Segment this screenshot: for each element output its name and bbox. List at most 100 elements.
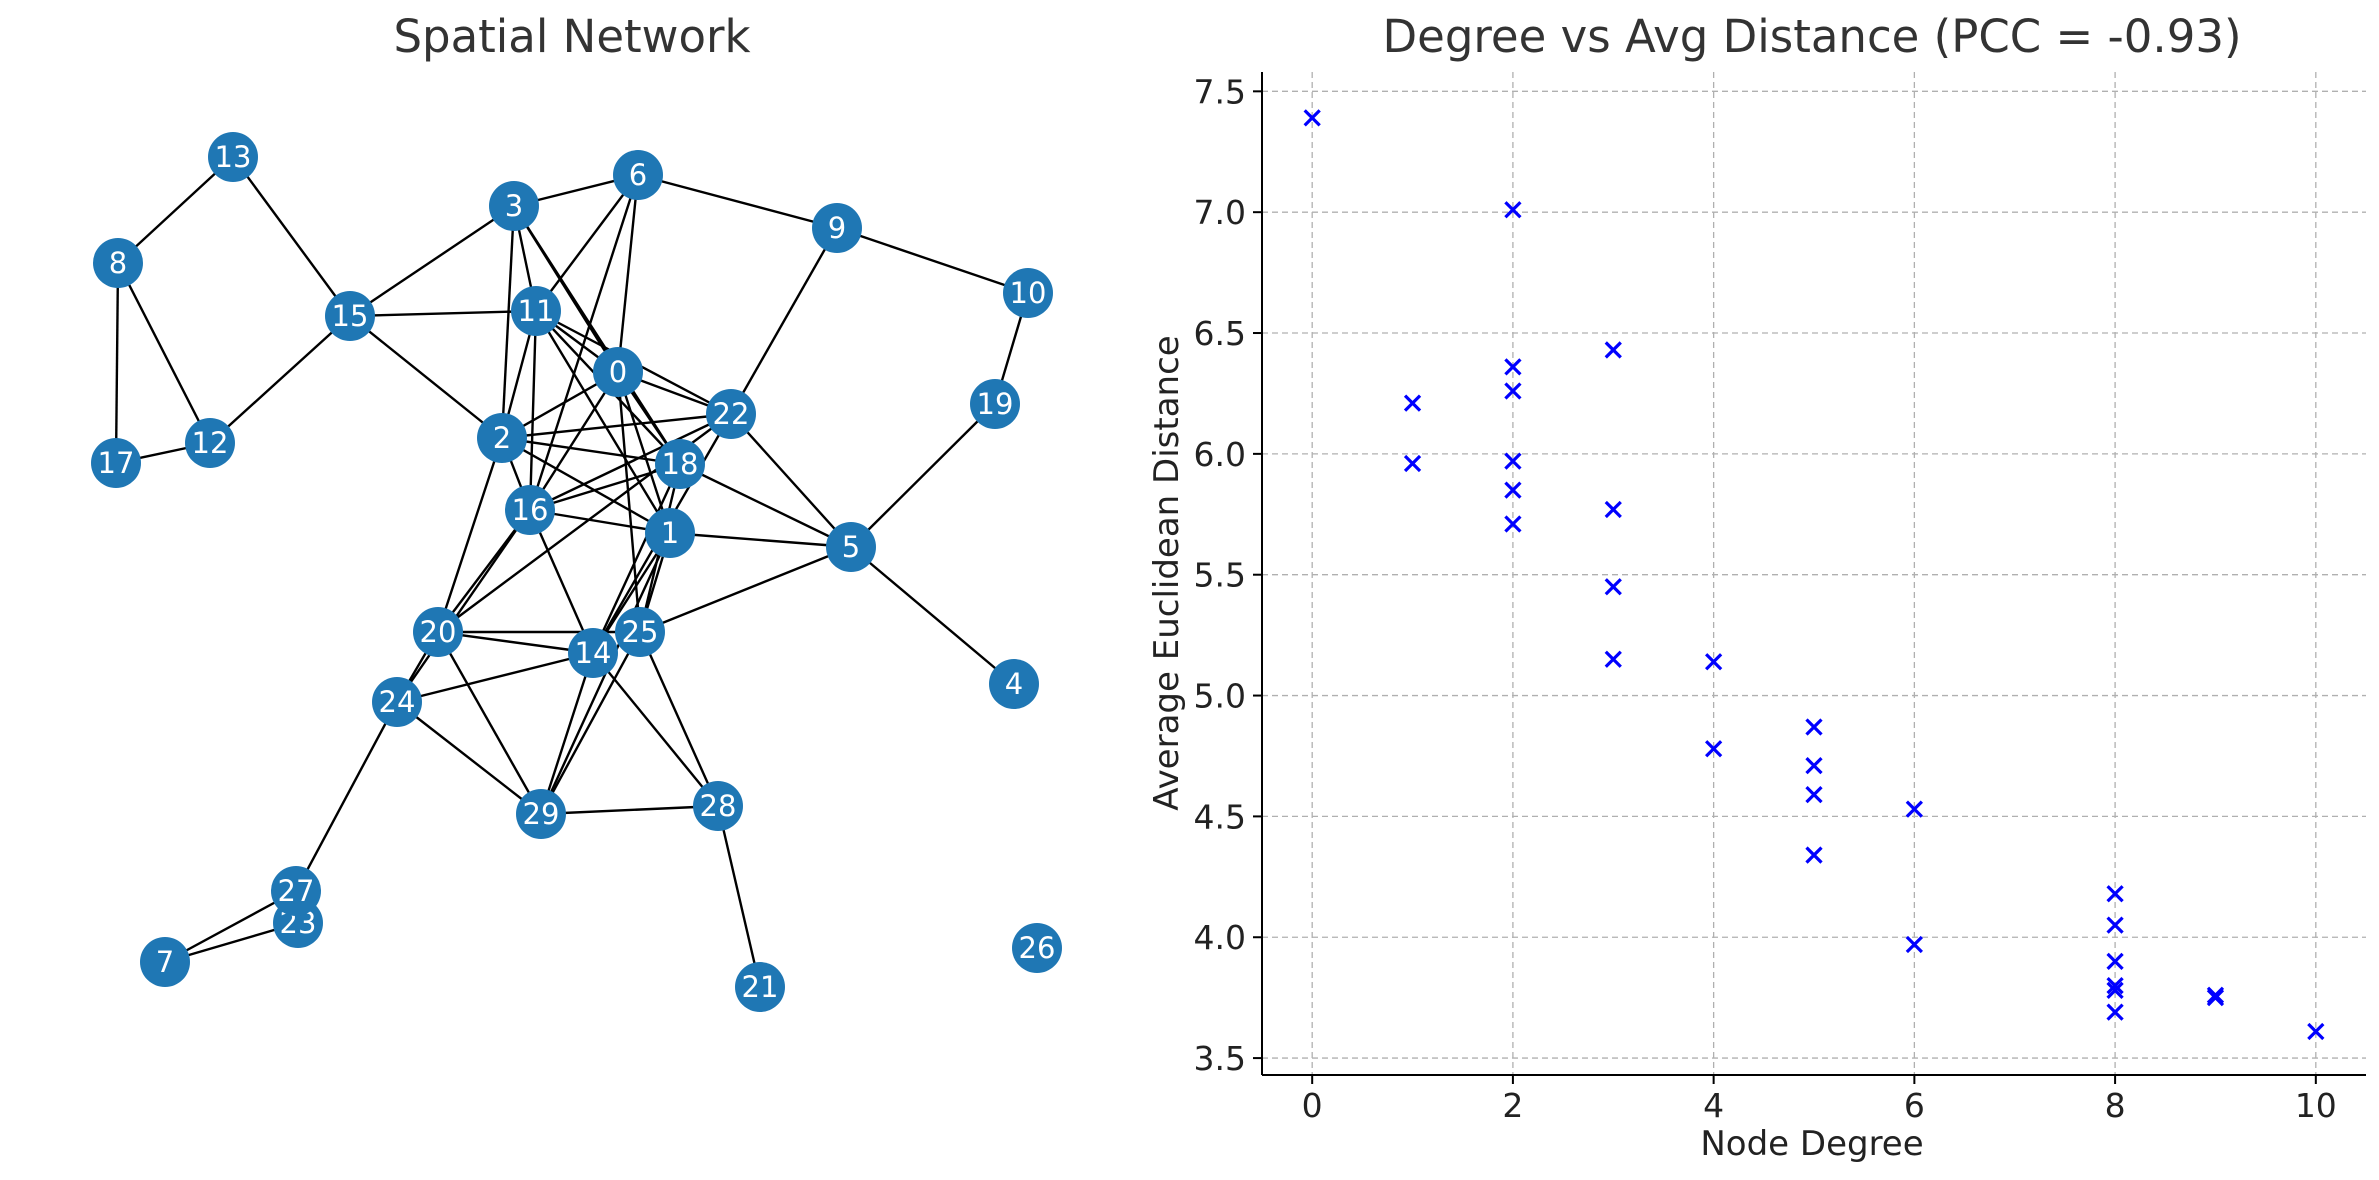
- node-label: 25: [622, 615, 659, 649]
- y-tick-label-3.5: 3.5: [1194, 1039, 1246, 1078]
- edge-6-16: [528, 174, 640, 511]
- node-label: 11: [518, 294, 555, 328]
- data-point-18: [1805, 846, 1823, 864]
- node-28: 28: [693, 781, 743, 831]
- node-label: 3: [505, 189, 523, 223]
- data-point-8: [1504, 515, 1522, 533]
- node-label: 15: [332, 299, 369, 333]
- node-label: 2: [493, 421, 511, 455]
- node-circle: [812, 203, 862, 253]
- edge-2-18: [501, 436, 681, 466]
- node-circle: [91, 438, 141, 488]
- node-label: 18: [662, 447, 699, 481]
- data-point-20: [1905, 935, 1923, 954]
- node-circle: [826, 522, 876, 572]
- data-point-28: [2206, 989, 2225, 1007]
- edge-6-9: [637, 173, 838, 230]
- node-label: 24: [379, 685, 416, 719]
- data-point-5: [1504, 382, 1522, 400]
- node-label: 9: [828, 211, 846, 245]
- network-title: Spatial Network: [393, 10, 750, 63]
- node-circle: [706, 389, 756, 439]
- y-tick-label-6.5: 6.5: [1194, 314, 1246, 353]
- data-point-22: [2106, 916, 2124, 934]
- node-circle: [413, 607, 463, 657]
- edge-22-5: [730, 413, 852, 548]
- edge-13-8: [117, 156, 234, 264]
- data-point-14: [1705, 740, 1723, 758]
- node-label: 10: [1010, 276, 1047, 310]
- edge-8-12: [116, 262, 212, 444]
- edge-16-24: [396, 509, 531, 703]
- node-label: 1: [661, 516, 679, 550]
- node-15: 15: [325, 291, 375, 341]
- data-point-27: [2206, 986, 2225, 1004]
- x-tick-label-2: 2: [1502, 1086, 1523, 1125]
- node-circle: [325, 291, 375, 341]
- node-12: 12: [185, 418, 235, 468]
- node-1: 1: [645, 508, 695, 558]
- node-0: 0: [593, 347, 643, 397]
- data-point-10: [1604, 500, 1622, 519]
- edge-20-29: [436, 631, 543, 815]
- node-label: 28: [700, 789, 737, 823]
- edge-25-28: [638, 631, 720, 807]
- edge-25-29: [539, 631, 642, 815]
- y-tick-label-5.0: 5.0: [1194, 677, 1246, 716]
- node-18: 18: [655, 439, 705, 489]
- edge-28-29: [540, 804, 719, 816]
- edge-22-16: [529, 412, 732, 512]
- node-6: 6: [613, 150, 663, 200]
- node-circle: [505, 485, 555, 535]
- node-25: 25: [615, 607, 665, 657]
- data-point-0: [1303, 109, 1321, 127]
- node-8: 8: [93, 238, 143, 288]
- node-label: 19: [977, 387, 1014, 421]
- data-point-19: [1905, 800, 1923, 818]
- edge-6-11: [535, 174, 639, 312]
- edge-11-1: [534, 310, 672, 534]
- y-axis-label: Average Euclidean Distance: [1147, 335, 1187, 810]
- edge-18-14: [591, 463, 682, 654]
- data-point-11: [1604, 578, 1622, 596]
- edge-13-15: [232, 156, 351, 317]
- node-label: 5: [842, 530, 860, 564]
- edge-16-14: [528, 509, 595, 654]
- data-point-9: [1604, 341, 1622, 359]
- data-point-2: [1403, 454, 1422, 473]
- node-27: 27: [271, 866, 321, 916]
- node-label: 17: [98, 446, 135, 480]
- edge-8-17: [114, 262, 120, 464]
- axes: [1261, 72, 2366, 1076]
- edge-24-29: [396, 701, 542, 815]
- edge-3-2: [500, 205, 516, 439]
- node-label: 21: [742, 970, 779, 1004]
- node-29: 29: [516, 789, 566, 839]
- data-point-6: [1504, 452, 1522, 470]
- x-tick-label-10: 10: [2295, 1086, 2337, 1125]
- node-circle: [185, 418, 235, 468]
- edge-15-11: [349, 309, 537, 318]
- network-panel: Spatial Network 012345678910111213141516…: [91, 10, 1062, 1012]
- scatter-title: Degree vs Avg Distance (PCC = -0.93): [1382, 10, 2241, 63]
- data-point-13: [1705, 653, 1723, 671]
- node-circle: [989, 659, 1039, 709]
- node-20: 20: [413, 607, 463, 657]
- y-tick-label-4.5: 4.5: [1194, 797, 1246, 836]
- node-circle: [615, 607, 665, 657]
- node-13: 13: [208, 132, 258, 182]
- node-5: 5: [826, 522, 876, 572]
- edge-28-21: [716, 805, 762, 988]
- node-circle: [477, 413, 527, 463]
- node-circle: [93, 238, 143, 288]
- node-26: 26: [1012, 923, 1062, 973]
- node-circle: [372, 677, 422, 727]
- data-point-26: [2106, 1003, 2124, 1021]
- node-9: 9: [812, 203, 862, 253]
- node-circle: [1012, 923, 1062, 973]
- network-edges: [114, 156, 1030, 988]
- node-circle: [735, 962, 785, 1012]
- node-label: 27: [278, 874, 315, 908]
- data-point-17: [1805, 786, 1823, 804]
- data-point-24: [2106, 976, 2124, 995]
